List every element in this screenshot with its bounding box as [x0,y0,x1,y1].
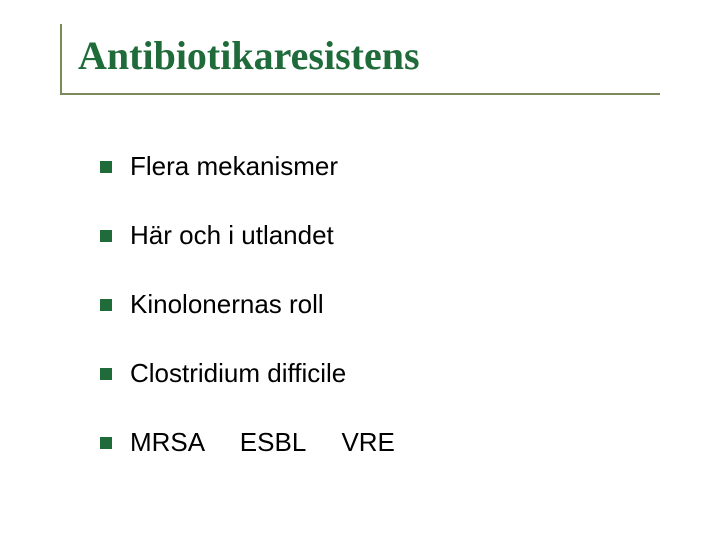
list-item: MRSA ESBL VRE [100,427,672,458]
square-bullet-icon [100,230,112,242]
list-item: Kinolonernas roll [100,289,672,320]
square-bullet-icon [100,161,112,173]
list-item: Clostridium difficile [100,358,672,389]
bullet-list: Flera mekanismer Här och i utlandet Kino… [100,151,672,458]
bullet-text: Flera mekanismer [130,151,338,182]
slide: Antibiotikaresistens Flera mekanismer Hä… [0,0,720,540]
square-bullet-icon [100,299,112,311]
bullet-text: Clostridium difficile [130,358,346,389]
square-bullet-icon [100,437,112,449]
title-box: Antibiotikaresistens [60,24,660,95]
square-bullet-icon [100,368,112,380]
slide-title: Antibiotikaresistens [78,32,640,79]
bullet-text: Kinolonernas roll [130,289,324,320]
list-item: Flera mekanismer [100,151,672,182]
list-item: Här och i utlandet [100,220,672,251]
bullet-text: Här och i utlandet [130,220,334,251]
bullet-text: MRSA ESBL VRE [130,427,395,458]
